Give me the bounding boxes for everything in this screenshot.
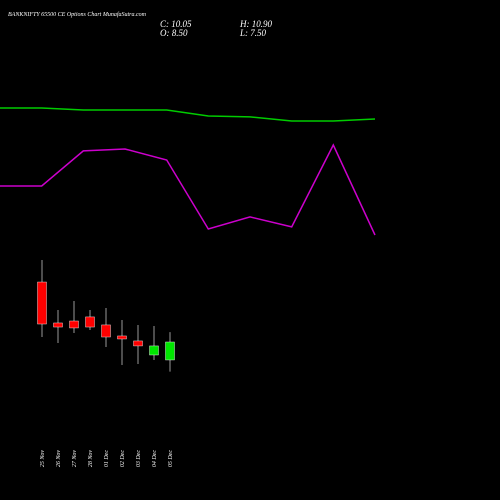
x-tick-label: 27 Nov [72,450,78,468]
x-tick-label: 02 Dec [120,450,126,467]
x-tick-label: 05 Dec [168,450,174,467]
candle-body [37,281,47,325]
candle-body [69,320,79,329]
x-tick-label: 25 Nov [40,450,46,468]
x-tick-label: 04 Dec [151,450,158,467]
indicator-line [0,143,376,236]
x-tick-label: 28 Nov [88,450,94,468]
chart-title: BANKNIFTY 65500 CE Options Chart MunafaS… [8,11,147,18]
x-tick-label: 03 Dec [136,450,142,467]
candle-body [117,335,127,340]
ohlc-close: C: 10.05 [160,19,192,29]
candle-body [53,322,63,328]
candle-body [133,340,143,347]
ohlc-high: H: 10.90 [239,19,272,29]
ohlc-open: O: 8.50 [160,28,188,38]
x-tick-label: 01 Dec [104,450,110,467]
indicator-line [0,107,376,122]
x-tick-label: 26 Nov [56,450,62,468]
candle-body [101,324,111,338]
candle-body [149,345,159,356]
candle-body [165,341,175,361]
ohlc-low: L: 7.50 [239,28,267,38]
candle-body [85,316,95,328]
